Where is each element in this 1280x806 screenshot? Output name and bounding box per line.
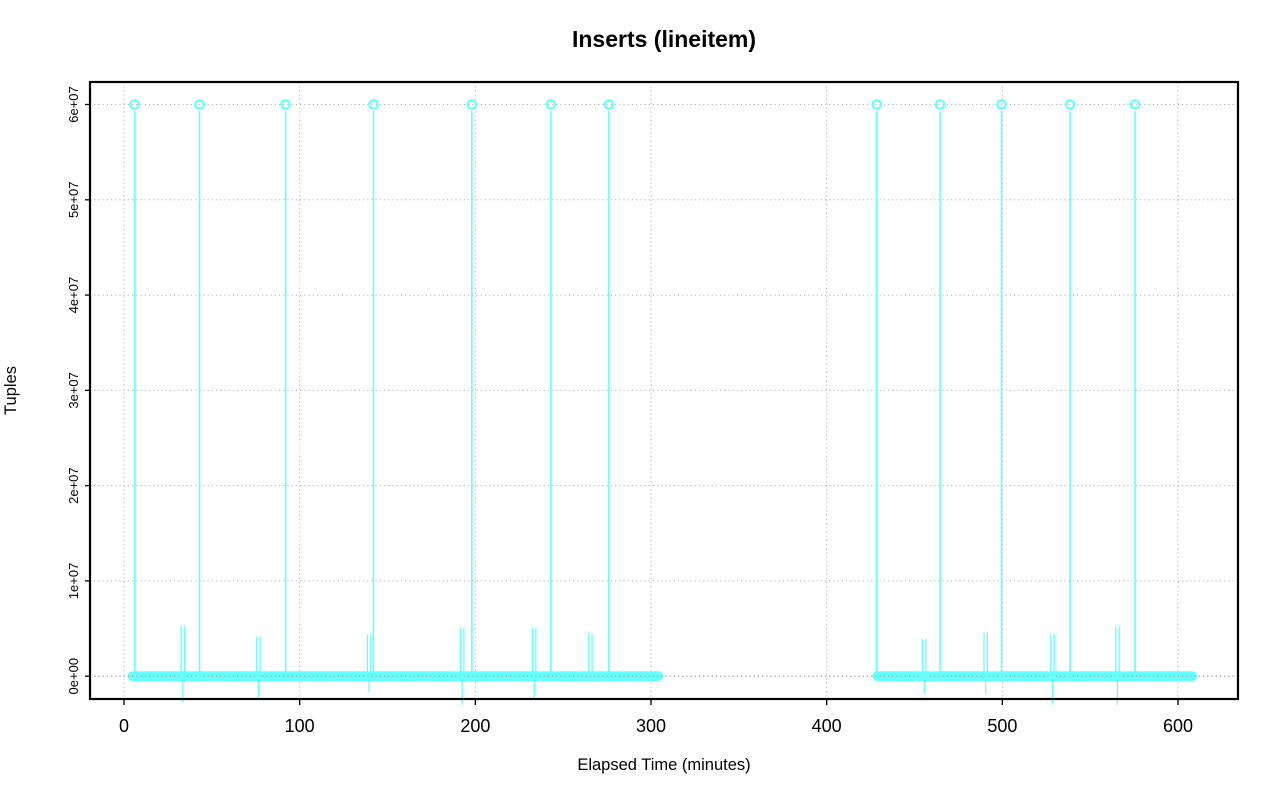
svg-text:0e+00: 0e+00 xyxy=(66,658,81,695)
svg-text:400: 400 xyxy=(812,716,842,736)
svg-text:2e+07: 2e+07 xyxy=(66,467,81,504)
svg-text:300: 300 xyxy=(636,716,666,736)
svg-text:600: 600 xyxy=(1163,716,1193,736)
svg-text:Inserts (lineitem): Inserts (lineitem) xyxy=(572,26,756,52)
svg-text:0: 0 xyxy=(119,716,129,736)
svg-text:Tuples: Tuples xyxy=(2,366,20,415)
svg-text:500: 500 xyxy=(987,716,1017,736)
svg-text:1e+07: 1e+07 xyxy=(66,563,81,600)
svg-text:4e+07: 4e+07 xyxy=(66,277,81,314)
svg-text:5e+07: 5e+07 xyxy=(66,182,81,219)
svg-text:6e+07: 6e+07 xyxy=(66,86,81,123)
svg-text:3e+07: 3e+07 xyxy=(66,372,81,409)
svg-text:200: 200 xyxy=(460,716,490,736)
svg-text:Elapsed Time (minutes): Elapsed Time (minutes) xyxy=(577,756,750,774)
svg-text:100: 100 xyxy=(285,716,315,736)
